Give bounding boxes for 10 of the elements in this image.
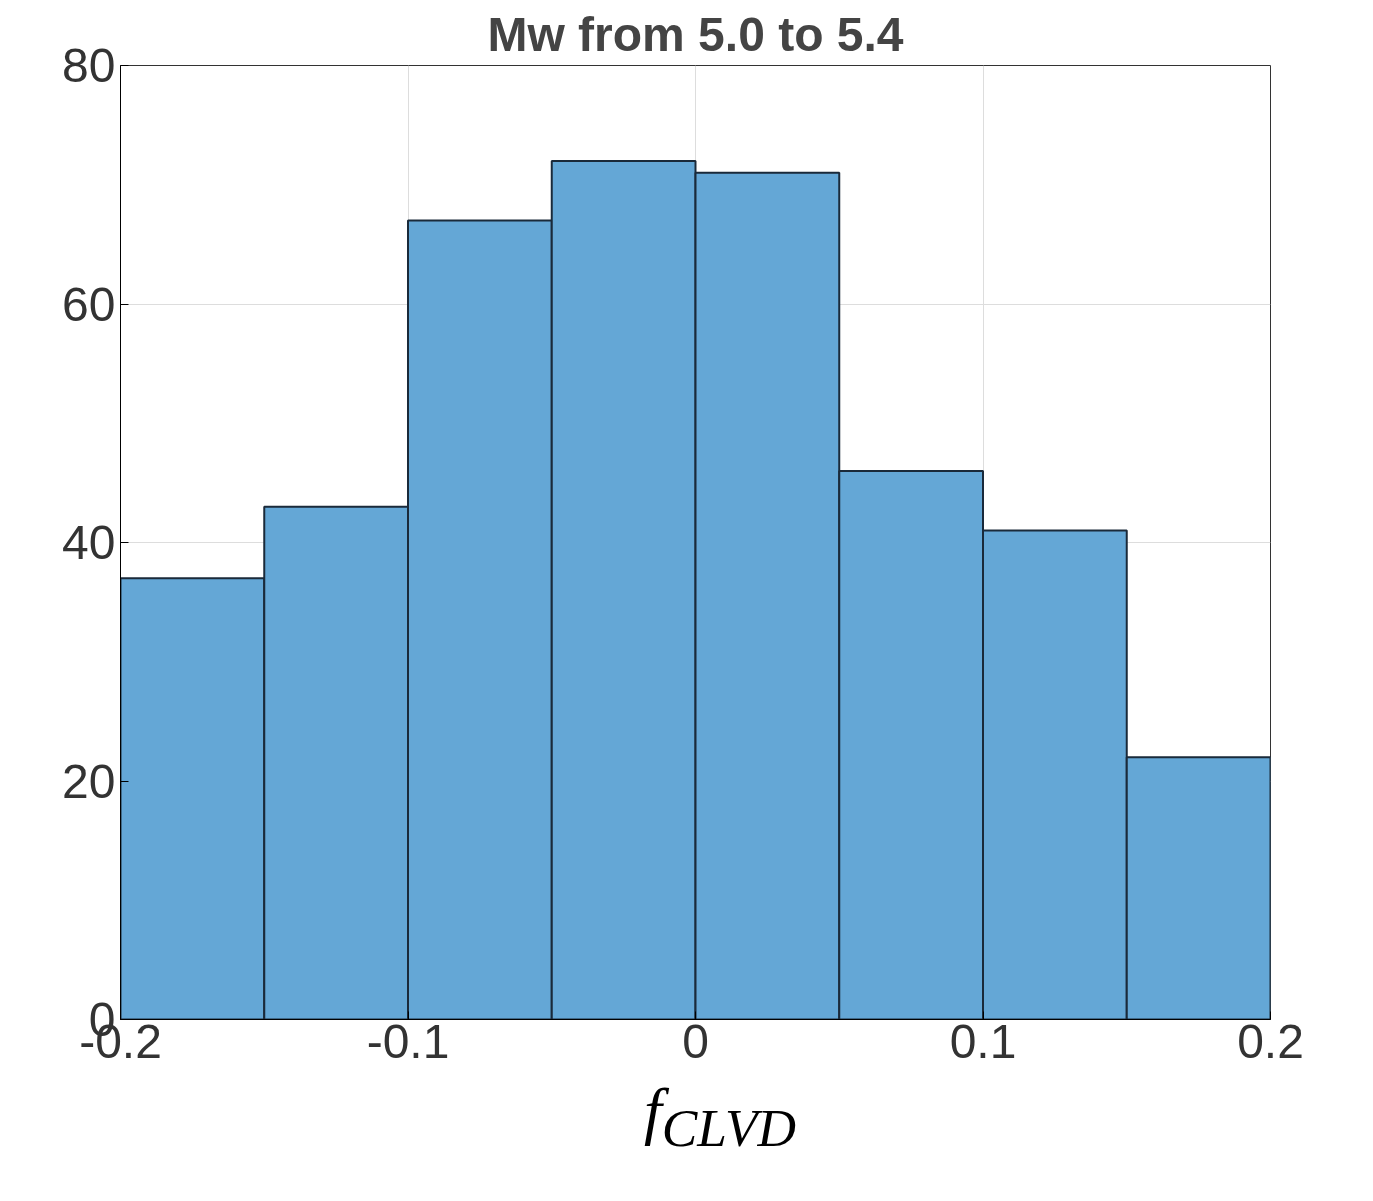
y-tick-label: 60 [62,277,116,331]
x-tick-label: -0.1 [366,1014,450,1068]
y-tick-label: 20 [62,754,116,808]
x-tick-label: 0.2 [1237,1014,1304,1068]
x-tick-label: 0.1 [949,1014,1017,1068]
x-tick-label: 0 [682,1014,709,1068]
y-tick-label: 80 [62,39,116,92]
y-tick-label: 40 [62,516,116,569]
chart-title: Mw from 5.0 to 5.4 [487,7,904,61]
x-axis-title: f$_{CLVD}$ [643,1075,797,1158]
